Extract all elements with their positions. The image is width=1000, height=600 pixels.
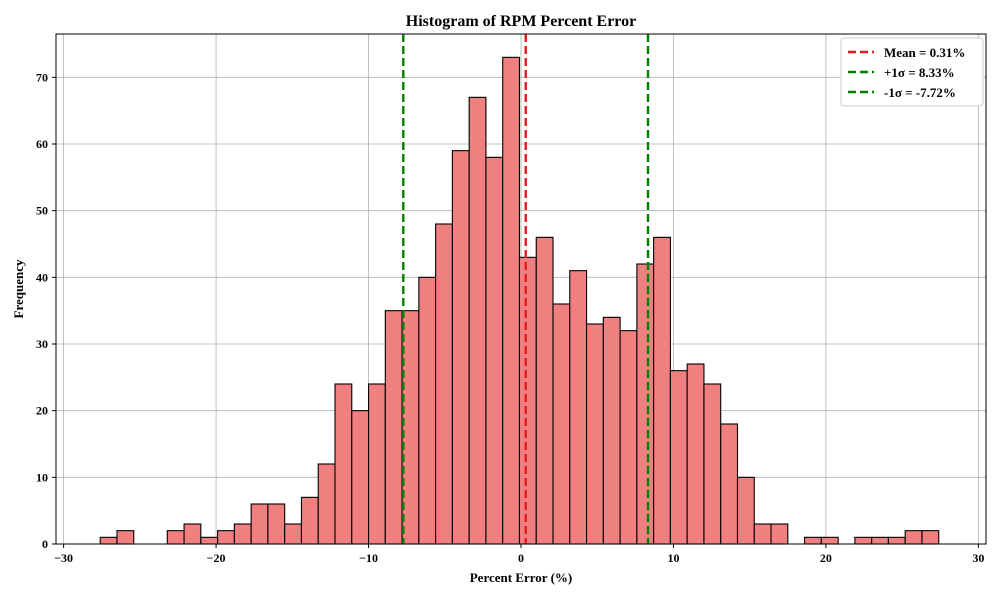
x-tick-label: 10 [667,551,679,565]
histogram-bar [351,410,370,545]
histogram-bar [116,530,135,545]
histogram-bar [233,523,252,545]
histogram-bar [317,463,336,545]
y-axis-ticks: 0 10 20 30 40 50 60 70 [36,70,56,551]
chart-title: Histogram of RPM Percent Error [406,13,636,30]
histogram-bar [887,536,906,545]
histogram-bar [384,310,403,545]
histogram-bar [686,363,705,545]
histogram-bar [183,523,202,545]
histogram-bar [820,536,839,545]
legend-entry-label: -1σ = -7.72% [884,85,956,100]
histogram-bar [435,223,453,545]
histogram-bar [552,303,571,545]
y-tick-label: 30 [36,337,48,351]
histogram-bar [468,96,487,545]
y-tick-label: 60 [36,137,48,151]
x-tick-label: −20 [207,551,226,565]
histogram-bar [267,503,286,545]
histogram-bar [669,370,688,545]
histogram-bar [736,476,755,545]
reference-lines [402,34,650,544]
y-axis-label: Frequency [11,259,26,318]
histogram-bar [586,323,604,545]
histogram-bar [217,530,235,545]
histogram-bar [418,276,437,545]
histogram-bar [451,150,470,545]
histogram-bar [200,536,219,545]
histogram-bar [535,236,554,545]
histogram-bar [904,530,923,545]
x-tick-label: 20 [820,551,832,565]
y-tick-label: 0 [42,537,48,551]
histogram-bar [284,523,303,545]
histogram-bar [367,383,386,545]
histogram-bar [619,330,638,545]
histogram-bar [720,423,739,545]
histogram-bar [569,270,588,545]
histogram-bar [602,316,621,545]
histogram-bar [99,536,118,545]
histogram-bar [770,523,789,545]
x-axis-ticks: −30 −20 −10 0 10 20 30 [54,544,984,565]
y-tick-label: 70 [36,70,48,84]
histogram-bar [753,523,772,545]
histogram-bar [854,536,873,545]
histogram-bar [871,536,889,545]
x-tick-label: 30 [972,551,984,565]
y-tick-label: 40 [36,270,48,284]
y-tick-label: 20 [36,404,48,418]
x-tick-label: −10 [359,551,378,565]
histogram-bar [401,310,420,545]
legend-box [840,37,984,107]
legend-entry-label: Mean = 0.31% [884,45,965,60]
legend-entry-label: +1σ = 8.33% [884,65,955,80]
legend: Mean = 0.31% +1σ = 8.33% -1σ = -7.72% [840,37,984,107]
x-tick-label: −30 [54,551,73,565]
histogram-bar [300,496,319,545]
histogram-bar [703,383,722,545]
y-tick-label: 50 [36,204,48,218]
x-tick-label: 0 [518,551,524,565]
histogram-bar [653,236,671,545]
histogram-bar [334,383,353,545]
histogram-bar [502,56,521,545]
histogram-bars [99,56,940,545]
histogram-bar [250,503,269,545]
histogram-bar [636,263,655,545]
x-axis-label: Percent Error (%) [470,570,573,585]
histogram-bar [518,256,537,545]
histogram-bar [166,530,185,545]
histogram-bar [485,156,504,545]
y-tick-label: 10 [36,470,48,484]
histogram-bar [921,530,940,545]
histogram-bar [804,536,822,545]
